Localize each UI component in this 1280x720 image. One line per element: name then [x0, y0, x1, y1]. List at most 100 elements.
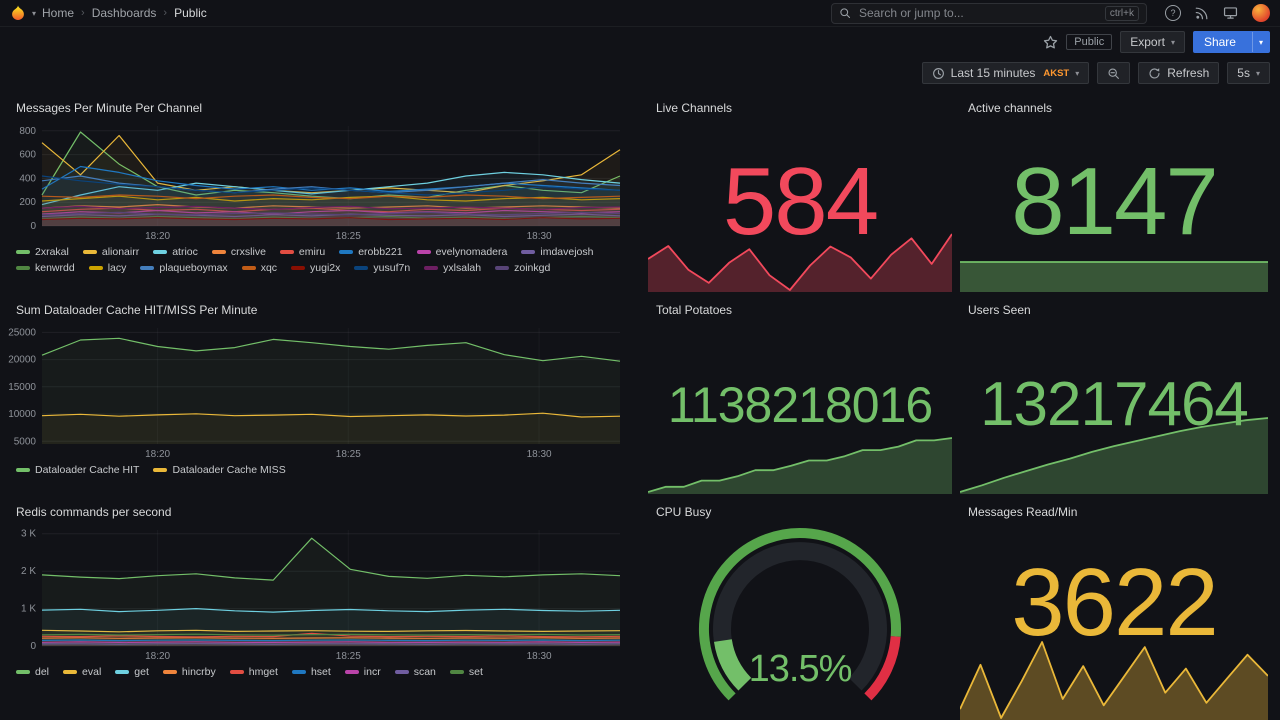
zoom-out-button[interactable]: [1097, 62, 1131, 84]
svg-text:15000: 15000: [8, 382, 36, 393]
panel-title[interactable]: Messages Per Minute Per Channel: [16, 101, 203, 115]
legend-item[interactable]: kenwrdd: [16, 261, 75, 275]
chevron-down-icon: ▾: [1170, 37, 1175, 47]
help-icon[interactable]: ?: [1165, 5, 1181, 21]
chart-legend: del eval get hincrby hmget hset incr scan set: [8, 662, 636, 682]
svg-text:18:30: 18:30: [527, 449, 552, 460]
legend-item[interactable]: evelynomadera: [416, 245, 507, 259]
legend-item[interactable]: del: [16, 665, 49, 679]
refresh-interval-label: 5s: [1237, 66, 1250, 80]
svg-text:20000: 20000: [8, 355, 36, 366]
svg-text:25000: 25000: [8, 327, 36, 338]
legend-item[interactable]: set: [449, 665, 483, 679]
stat-value: 584: [722, 148, 879, 255]
svg-text:600: 600: [19, 150, 36, 161]
total-potatoes-sparkline: [648, 436, 952, 494]
legend-item[interactable]: hmget: [229, 665, 278, 679]
panel-title[interactable]: Messages Read/Min: [968, 505, 1078, 519]
legend-item[interactable]: Dataloader Cache HIT: [16, 463, 139, 477]
messages-read-sparkline: [960, 640, 1268, 720]
refresh-interval-picker[interactable]: 5s ▾: [1227, 62, 1270, 84]
legend-item[interactable]: atrioc: [153, 245, 198, 259]
svg-text:0: 0: [30, 641, 36, 652]
panel-dataloader-cache: Sum Dataloader Cache HIT/MISS Per Minute…: [8, 298, 636, 498]
legend-item[interactable]: hset: [291, 665, 331, 679]
stat-value: 3622: [1011, 549, 1219, 656]
top-navigation: ▾ Home › Dashboards › Public ctrl+k ?: [0, 0, 1280, 27]
breadcrumb-separator: ›: [81, 7, 85, 19]
legend-item[interactable]: eval: [63, 665, 101, 679]
panel-title[interactable]: CPU Busy: [656, 505, 712, 519]
users-seen-sparkline: [960, 416, 1268, 494]
panel-title[interactable]: Sum Dataloader Cache HIT/MISS Per Minute: [16, 303, 258, 317]
panel-title[interactable]: Total Potatoes: [656, 303, 733, 317]
legend-item[interactable]: emiru: [279, 245, 325, 259]
svg-text:2 K: 2 K: [21, 566, 36, 577]
legend-item[interactable]: erobb221: [339, 245, 403, 259]
legend-item[interactable]: scan: [394, 665, 436, 679]
search-bar[interactable]: ctrl+k: [831, 2, 1147, 24]
legend-item[interactable]: alionairr: [82, 245, 139, 259]
panel-title[interactable]: Users Seen: [968, 303, 1031, 317]
legend-item[interactable]: Dataloader Cache MISS: [153, 463, 286, 477]
panel-redis-commands: Redis commands per second 0 1 K 2 K 3 K 18:2…: [8, 500, 636, 720]
legend-item[interactable]: imdavejosh: [521, 245, 593, 259]
public-tag-badge[interactable]: Public: [1066, 34, 1113, 50]
legend-item[interactable]: incr: [344, 665, 381, 679]
svg-text:18:25: 18:25: [336, 449, 361, 460]
breadcrumb-dashboards[interactable]: Dashboards: [91, 6, 157, 20]
time-range-picker[interactable]: Last 15 minutes AKST ▾: [921, 62, 1090, 84]
gauge-value: 13.5%: [748, 648, 853, 690]
panel-active-channels: Active channels 8147: [960, 96, 1268, 292]
org-switcher-chevron-icon[interactable]: ▾: [32, 8, 37, 18]
favorite-star-icon[interactable]: [1043, 35, 1058, 50]
legend-item[interactable]: lacy: [88, 261, 126, 275]
share-button[interactable]: Share ▾: [1192, 31, 1270, 53]
monitor-icon[interactable]: [1223, 6, 1238, 20]
panel-title[interactable]: Live Channels: [656, 101, 733, 115]
panel-title[interactable]: Redis commands per second: [16, 505, 172, 519]
legend-item[interactable]: crxslive: [211, 245, 266, 259]
share-options-chevron-icon[interactable]: ▾: [1251, 32, 1269, 52]
svg-text:18:30: 18:30: [527, 651, 552, 662]
legend-item[interactable]: get: [115, 665, 149, 679]
legend-item[interactable]: yusuf7n: [354, 261, 410, 275]
svg-text:18:25: 18:25: [336, 651, 361, 662]
svg-text:18:20: 18:20: [145, 651, 170, 662]
panel-total-potatoes: Total Potatoes 1138218016: [648, 298, 952, 494]
legend-item[interactable]: hincrby: [162, 665, 216, 679]
user-avatar[interactable]: [1252, 4, 1270, 22]
share-button-label[interactable]: Share: [1203, 35, 1236, 49]
refresh-icon: [1148, 67, 1161, 80]
legend-item[interactable]: zoinkgd: [495, 261, 550, 275]
search-input[interactable]: [857, 5, 1099, 21]
panel-cpu-busy: CPU Busy 13.5%: [648, 500, 952, 720]
refresh-button-label: Refresh: [1167, 66, 1210, 80]
chevron-down-icon: ▾: [1255, 68, 1260, 78]
stat-value: 13217464: [980, 370, 1249, 439]
news-rss-icon[interactable]: [1195, 6, 1209, 20]
panel-messages-per-minute: Messages Per Minute Per Channel 0 200 400 6…: [8, 96, 636, 296]
chart-legend: 2xrakal alionairr atrioc crxslive emiru erobb…: [8, 242, 636, 278]
legend-item[interactable]: yxlsalah: [424, 261, 481, 275]
svg-text:10000: 10000: [8, 409, 36, 420]
messages-timeseries-chart[interactable]: 0 200 400 600 800 18:20 18:25 18:30: [8, 118, 636, 242]
dataloader-timeseries-chart[interactable]: 5000 10000 15000 20000 25000 18:20 18:25 18:30: [8, 320, 636, 460]
live-channels-sparkline: [648, 232, 952, 292]
breadcrumb-home[interactable]: Home: [42, 6, 75, 20]
nav-icons: ?: [1165, 4, 1270, 22]
legend-item[interactable]: yugi2x: [291, 261, 340, 275]
panel-title[interactable]: Active channels: [968, 101, 1053, 115]
svg-text:18:30: 18:30: [527, 231, 552, 242]
legend-item[interactable]: plaqueboymax: [140, 261, 228, 275]
redis-timeseries-chart[interactable]: 0 1 K 2 K 3 K 18:20 18:25 18:30: [8, 522, 636, 662]
svg-text:200: 200: [19, 197, 36, 208]
refresh-button[interactable]: Refresh: [1138, 62, 1220, 84]
breadcrumb-public[interactable]: Public: [174, 6, 207, 20]
legend-item[interactable]: 2xrakal: [16, 245, 69, 259]
legend-item[interactable]: xqc: [241, 261, 277, 275]
svg-text:800: 800: [19, 126, 36, 137]
export-button[interactable]: Export ▾: [1120, 31, 1185, 53]
timezone-label: AKST: [1043, 67, 1070, 79]
grafana-logo-icon[interactable]: [10, 5, 26, 21]
